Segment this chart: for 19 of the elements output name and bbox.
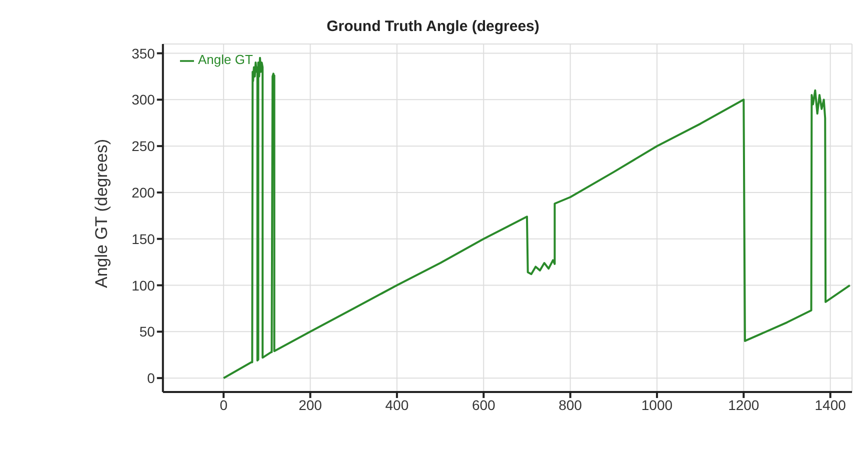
y-axis-title: Angle GT (degrees) <box>92 139 111 288</box>
x-tick-label: 600 <box>472 396 496 413</box>
x-tick-label: 1000 <box>641 396 673 413</box>
y-tick-label: 300 <box>132 92 156 108</box>
x-tick-label: 0 <box>220 396 228 413</box>
y-tick-label: 100 <box>132 277 156 294</box>
x-tick-label: 200 <box>298 396 322 413</box>
y-tick-label: 150 <box>132 230 156 247</box>
y-tick-label: 50 <box>139 324 156 340</box>
y-tick-label: 250 <box>132 138 156 154</box>
x-tick-label: 1200 <box>728 396 760 413</box>
y-tick-label: 350 <box>132 45 156 62</box>
x-tick-label: 400 <box>385 396 409 413</box>
y-tick-label: 0 <box>147 370 156 386</box>
x-tick-label: 1400 <box>814 396 846 413</box>
y-tick-label: 200 <box>132 184 156 200</box>
legend-label: Angle GT <box>198 52 253 67</box>
chart-title: Ground Truth Angle (degrees) <box>326 18 540 35</box>
x-tick-label: 800 <box>558 396 582 413</box>
